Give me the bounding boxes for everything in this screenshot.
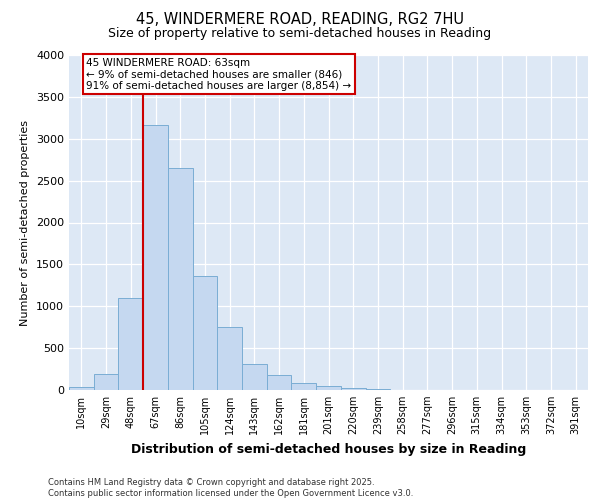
Bar xyxy=(267,376,292,390)
Bar xyxy=(168,168,193,390)
Text: 45 WINDERMERE ROAD: 63sqm
← 9% of semi-detached houses are smaller (846)
91% of : 45 WINDERMERE ROAD: 63sqm ← 9% of semi-d… xyxy=(86,58,352,90)
Y-axis label: Number of semi-detached properties: Number of semi-detached properties xyxy=(20,120,31,326)
Bar xyxy=(292,384,316,390)
Bar xyxy=(94,374,118,390)
Bar xyxy=(143,126,168,390)
Bar xyxy=(193,276,217,390)
Bar xyxy=(217,327,242,390)
X-axis label: Distribution of semi-detached houses by size in Reading: Distribution of semi-detached houses by … xyxy=(131,442,526,456)
Bar xyxy=(341,388,365,390)
Bar xyxy=(118,298,143,390)
Text: Contains HM Land Registry data © Crown copyright and database right 2025.
Contai: Contains HM Land Registry data © Crown c… xyxy=(48,478,413,498)
Text: Size of property relative to semi-detached houses in Reading: Size of property relative to semi-detach… xyxy=(109,28,491,40)
Bar xyxy=(316,386,341,390)
Bar xyxy=(365,389,390,390)
Text: 45, WINDERMERE ROAD, READING, RG2 7HU: 45, WINDERMERE ROAD, READING, RG2 7HU xyxy=(136,12,464,28)
Bar xyxy=(242,364,267,390)
Bar xyxy=(69,388,94,390)
